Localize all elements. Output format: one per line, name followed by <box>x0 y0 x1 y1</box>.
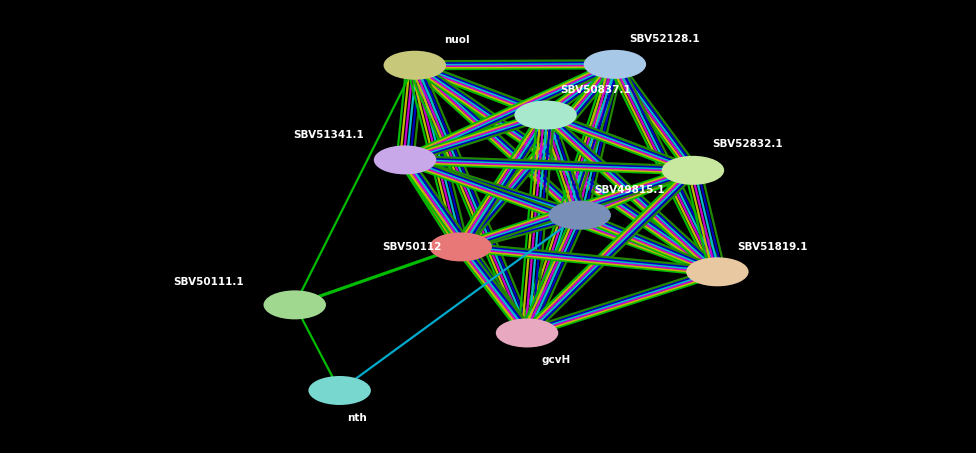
Text: SBV51819.1: SBV51819.1 <box>737 242 807 252</box>
Text: SBV50112: SBV50112 <box>383 242 442 252</box>
Circle shape <box>549 201 611 230</box>
Text: SBV50111.1: SBV50111.1 <box>173 277 243 287</box>
Text: SBV52832.1: SBV52832.1 <box>712 139 783 149</box>
Circle shape <box>374 145 436 174</box>
Circle shape <box>308 376 371 405</box>
Text: SBV50837.1: SBV50837.1 <box>560 85 630 95</box>
Text: SBV49815.1: SBV49815.1 <box>594 185 665 195</box>
Text: nth: nth <box>347 413 367 423</box>
Circle shape <box>514 101 577 130</box>
Text: SBV51341.1: SBV51341.1 <box>293 130 363 140</box>
Circle shape <box>584 50 646 79</box>
Circle shape <box>429 232 492 261</box>
Circle shape <box>384 51 446 80</box>
Text: gcvH: gcvH <box>542 355 571 365</box>
Circle shape <box>662 156 724 185</box>
Circle shape <box>496 318 558 347</box>
Text: SBV52128.1: SBV52128.1 <box>630 34 700 44</box>
Text: nuol: nuol <box>444 35 469 45</box>
Circle shape <box>686 257 749 286</box>
Circle shape <box>264 290 326 319</box>
